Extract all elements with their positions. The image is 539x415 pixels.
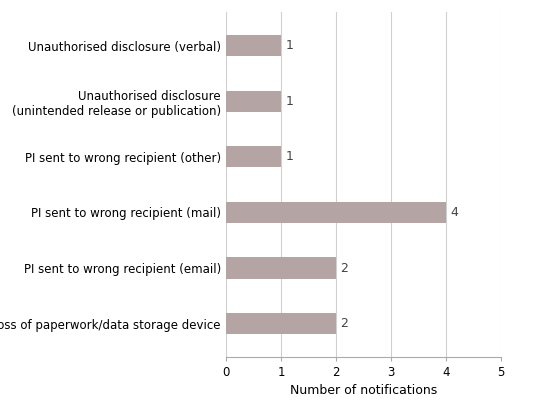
Text: 1: 1 xyxy=(285,95,293,108)
Text: 2: 2 xyxy=(340,317,348,330)
Text: 1: 1 xyxy=(285,39,293,52)
Bar xyxy=(226,146,281,167)
Bar xyxy=(226,91,281,112)
X-axis label: Number of notifications: Number of notifications xyxy=(290,384,438,398)
Text: 4: 4 xyxy=(450,206,458,219)
Bar xyxy=(226,313,336,334)
Text: 1: 1 xyxy=(285,150,293,164)
Text: 2: 2 xyxy=(340,261,348,274)
Bar xyxy=(226,202,446,223)
Bar xyxy=(226,257,336,278)
Bar xyxy=(226,35,281,56)
